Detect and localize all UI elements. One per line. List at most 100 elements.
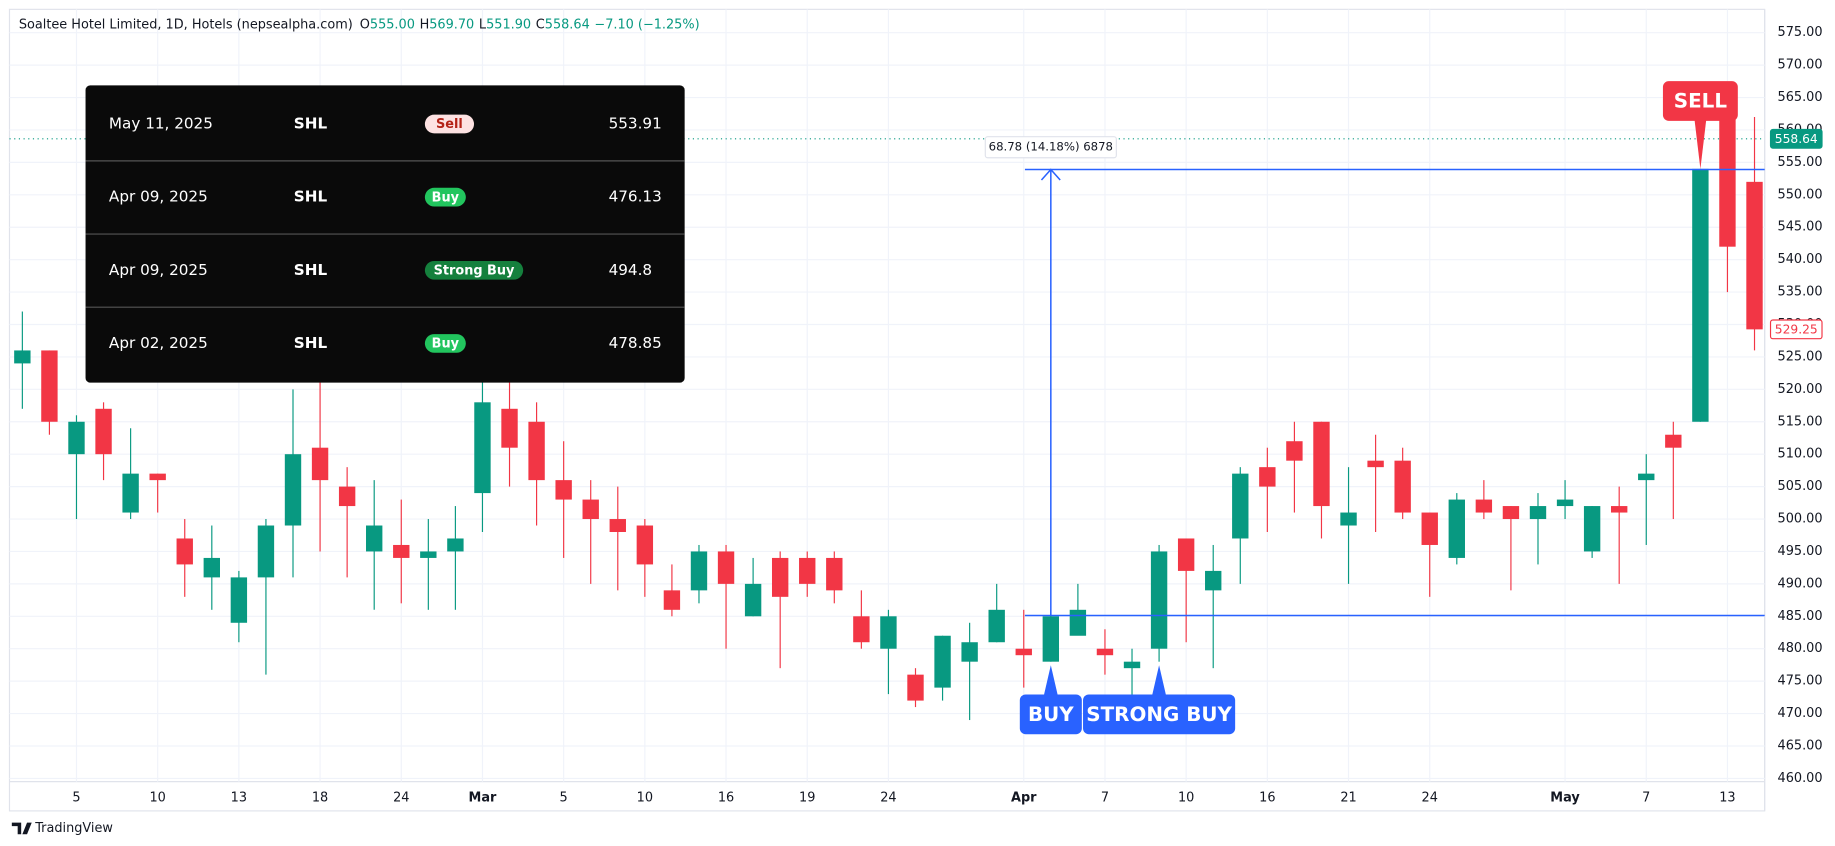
cell-date: Apr 09, 2025 [109, 261, 208, 279]
signal-box [1662, 81, 1738, 121]
signal-badge [424, 334, 466, 353]
cell-symbol: SHL [294, 188, 328, 206]
signal-label: BUY [1028, 703, 1074, 726]
signal-badge [424, 260, 524, 280]
candle-body [338, 486, 356, 507]
candle-body [1556, 499, 1574, 507]
y-tick-label: 570.00 [1778, 58, 1823, 73]
signal-pointer [1694, 119, 1707, 169]
y-tick-label: 515.00 [1778, 414, 1823, 429]
candle-body [609, 519, 626, 532]
y-tick-label: 470.00 [1778, 706, 1823, 721]
cell-price: 494.8 [609, 261, 653, 279]
candle-body [501, 408, 518, 448]
candle-body [1042, 616, 1060, 662]
signal-pointer [1152, 665, 1167, 696]
candle-body [961, 642, 978, 662]
header-part: L [479, 17, 487, 32]
header-part: 558.64 [545, 17, 590, 32]
candle-body [474, 402, 491, 494]
y-tick-label: 510.00 [1778, 447, 1823, 462]
x-tick-label: 21 [1340, 791, 1356, 806]
candle-body [393, 544, 410, 558]
y-tick-label: 490.00 [1778, 576, 1823, 591]
candle-body [1069, 609, 1087, 636]
candle-body [934, 635, 951, 688]
price-badge-label: 529.25 [1775, 322, 1818, 336]
measure-label: 68.78 (14.18%) 6878 [989, 140, 1113, 154]
candle-body [447, 538, 464, 552]
candle-body [1638, 473, 1655, 481]
candle-body [826, 557, 843, 591]
y-tick-label: 555.00 [1778, 155, 1823, 170]
candle-body [1123, 661, 1141, 669]
candle-body [420, 551, 437, 558]
y-tick-label: 565.00 [1778, 90, 1823, 105]
candle-body [771, 557, 789, 597]
signal-pointer [1043, 665, 1058, 696]
y-tick-label: 500.00 [1778, 512, 1823, 527]
price-badge [1769, 319, 1823, 340]
candle-body [1665, 434, 1682, 448]
y-tick-label: 545.00 [1778, 220, 1823, 235]
candle-body [1529, 506, 1547, 520]
candle-body [1015, 648, 1032, 656]
candle-body [203, 557, 221, 578]
candle-body [149, 473, 166, 481]
y-tick-label: 460.00 [1778, 771, 1823, 786]
cell-price: 476.13 [609, 188, 662, 206]
candle-body [1232, 473, 1249, 539]
candle-body [95, 408, 112, 455]
x-tick-label: May [1550, 791, 1580, 806]
candle-body [636, 525, 654, 565]
candle-body [1259, 467, 1276, 487]
candle-body [41, 350, 58, 422]
x-tick-label: Apr [1011, 791, 1037, 806]
x-tick-label: 13 [231, 791, 247, 806]
y-tick-label: 550.00 [1778, 187, 1823, 202]
cell-signal: Buy [432, 190, 460, 205]
candle-body [1502, 506, 1520, 520]
candle-body [284, 454, 302, 526]
cell-signal: Sell [436, 117, 463, 132]
x-tick-label: 10 [149, 791, 165, 806]
candle-body [1719, 110, 1736, 247]
cell-symbol: SHL [294, 334, 328, 352]
y-tick-label: 465.00 [1778, 738, 1823, 753]
brand: TradingView [34, 821, 113, 836]
candle-body [663, 590, 681, 610]
header-part: −7.10 (−1.25%) [594, 17, 699, 32]
signal-label: STRONG BUY [1086, 703, 1232, 726]
y-tick-label: 475.00 [1778, 674, 1823, 689]
x-tick-label: 7 [1101, 791, 1109, 806]
candle-body [366, 525, 383, 552]
y-tick-label: 520.00 [1778, 382, 1823, 397]
x-tick-label: 24 [393, 791, 409, 806]
y-tick-label: 480.00 [1778, 641, 1823, 656]
candle-body [880, 616, 897, 649]
candle-body [1610, 506, 1628, 513]
header-part: Soaltee Hotel Limited, 1D, Hotels (nepse… [19, 17, 353, 32]
header-part: H [420, 17, 430, 32]
header-part: 555.00 [370, 17, 415, 32]
y-tick-label: 540.00 [1778, 252, 1823, 267]
candle-body [257, 525, 275, 578]
candle-body [1475, 499, 1493, 513]
candle-body [528, 421, 545, 481]
x-tick-label: 7 [1642, 791, 1650, 806]
candle-body [1746, 181, 1763, 330]
candle-body [1286, 441, 1303, 461]
x-tick-label: 19 [799, 791, 815, 806]
candle-body [1177, 538, 1195, 571]
x-tick-label: 18 [312, 791, 328, 806]
candle-body [1421, 512, 1438, 545]
y-tick-label: 575.00 [1778, 25, 1823, 40]
y-tick-label: 525.00 [1778, 349, 1823, 364]
x-tick-label: 16 [718, 791, 734, 806]
candle-body [1692, 168, 1709, 422]
candle-body [853, 616, 870, 643]
cell-symbol: SHL [294, 115, 328, 133]
candle-body [799, 557, 816, 584]
candle-body [1205, 570, 1222, 591]
